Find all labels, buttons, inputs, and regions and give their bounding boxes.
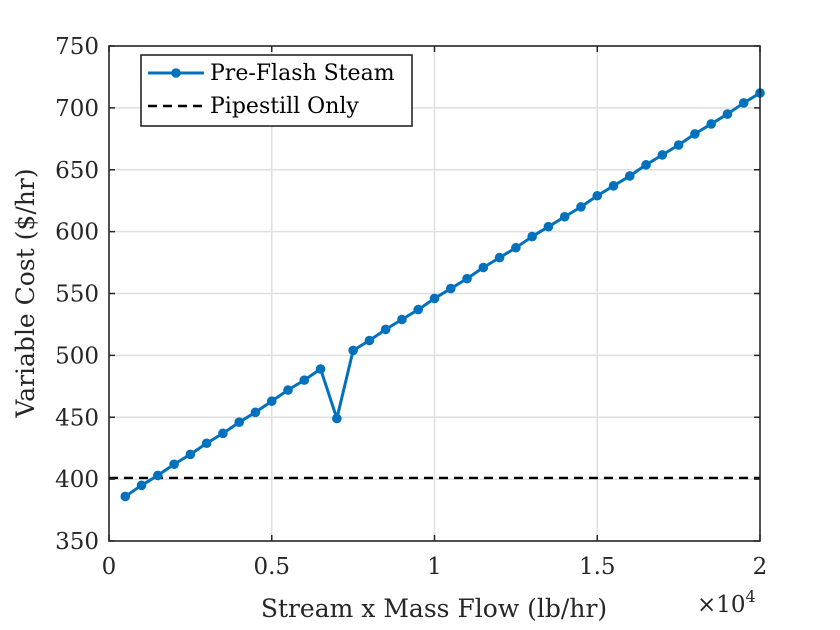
data-point-pre-flash-steam <box>169 459 179 470</box>
data-point-pre-flash-steam <box>218 428 228 439</box>
y-tick-label: 500 <box>55 343 99 369</box>
data-point-pre-flash-steam <box>576 202 586 212</box>
x-axis-label: Stream x Mass Flow (lb/hr) <box>261 594 607 623</box>
data-point-pre-flash-steam <box>690 129 700 139</box>
legend-marker-pre-flash-steam <box>171 68 181 78</box>
data-point-pre-flash-steam <box>657 150 668 160</box>
axis-ticks <box>108 45 761 542</box>
y-tick-label: 400 <box>55 467 99 493</box>
y-tick-label: 750 <box>55 34 99 60</box>
y-tick-label: 600 <box>55 220 99 246</box>
data-point-pre-flash-steam <box>332 413 342 424</box>
data-point-pre-flash-steam <box>283 385 293 395</box>
data-point-pre-flash-steam <box>153 470 163 481</box>
y-tick-label: 650 <box>55 158 99 184</box>
y-tick-label: 550 <box>55 282 99 308</box>
y-axis-label: Variable Cost ($/hr) <box>11 168 40 418</box>
legend-label-pipestill-only: Pipestill Only <box>210 94 359 119</box>
y-tick-label: 450 <box>55 405 99 431</box>
data-point-pre-flash-steam <box>527 231 537 242</box>
series-line-pre-flash-steam <box>124 91 761 498</box>
legend-label-pre-flash-steam: Pre-Flash Steam <box>210 61 395 86</box>
data-point-pre-flash-steam <box>136 480 147 491</box>
data-point-pre-flash-steam <box>559 211 570 222</box>
data-point-pre-flash-steam <box>722 109 733 119</box>
grid-lines <box>109 46 760 541</box>
x-tick-label: 1.5 <box>579 554 616 580</box>
legend-box <box>140 54 413 127</box>
data-point-pre-flash-steam <box>266 396 277 406</box>
series-layer <box>109 88 765 502</box>
data-point-pre-flash-steam <box>445 283 456 294</box>
legend: Pre-Flash Steam Pipestill Only <box>140 54 413 127</box>
data-point-pre-flash-steam <box>625 171 635 181</box>
axis-tick-labels: 0 0.5 1 1.5 2 350 400 450 500 550 600 650 700 750 <box>55 34 767 580</box>
data-point-pre-flash-steam <box>250 407 261 418</box>
data-point-pre-flash-steam <box>511 242 521 253</box>
data-point-pre-flash-steam <box>494 252 505 263</box>
data-point-pre-flash-steam <box>543 221 554 232</box>
data-point-pre-flash-steam <box>380 324 391 335</box>
data-point-pre-flash-steam <box>185 449 196 460</box>
data-point-pre-flash-steam <box>397 314 407 325</box>
data-point-pre-flash-steam <box>641 160 651 170</box>
data-point-pre-flash-steam <box>299 375 310 385</box>
data-point-pre-flash-steam <box>462 273 472 284</box>
data-point-pre-flash-steam <box>315 364 326 374</box>
y-tick-label: 350 <box>55 529 99 555</box>
x-tick-label: 0.5 <box>253 554 290 580</box>
x-tick-label: 0 <box>102 554 117 580</box>
data-point-pre-flash-steam <box>608 181 619 191</box>
x-tick-label: 1 <box>427 554 442 580</box>
data-point-pre-flash-steam <box>478 262 489 273</box>
data-point-pre-flash-steam <box>413 304 424 315</box>
x-tick-label: 2 <box>753 554 768 580</box>
data-point-pre-flash-steam <box>429 293 440 304</box>
data-point-pre-flash-steam <box>348 345 358 356</box>
data-point-pre-flash-steam <box>738 98 749 108</box>
data-point-pre-flash-steam <box>201 438 212 449</box>
data-point-pre-flash-steam <box>673 140 684 150</box>
x-axis-exponent: ×104 <box>697 587 756 618</box>
data-point-pre-flash-steam <box>234 417 244 428</box>
data-point-pre-flash-steam <box>120 491 131 502</box>
y-tick-label: 700 <box>55 96 99 122</box>
data-point-pre-flash-steam <box>706 119 716 129</box>
data-point-pre-flash-steam <box>364 335 375 346</box>
data-point-pre-flash-steam <box>592 190 603 201</box>
